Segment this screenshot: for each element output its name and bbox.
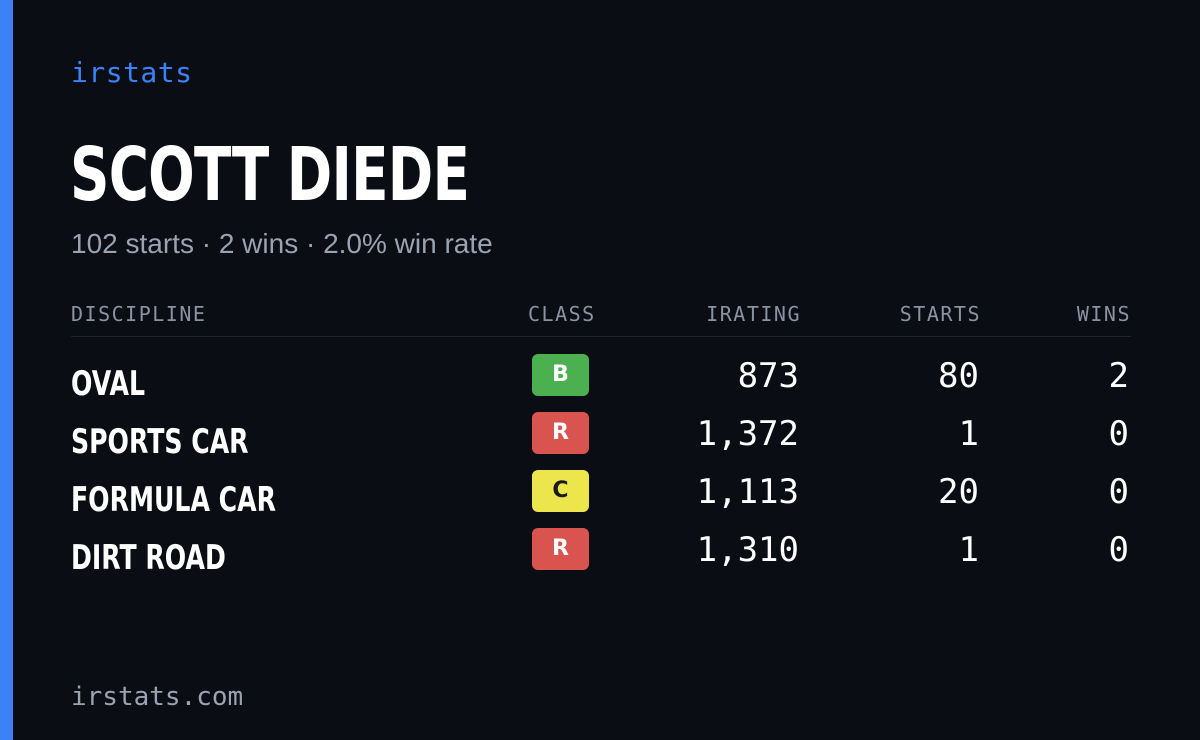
wins-value: 2 <box>1108 356 1129 396</box>
discipline-label: SPORTS CAR <box>71 422 249 462</box>
class-badge: B <box>532 354 589 396</box>
footer-url[interactable]: irstats.com <box>71 682 244 712</box>
starts-value: 1 <box>958 414 979 454</box>
irating-value: 1,310 <box>696 530 799 570</box>
irating-value: 1,372 <box>696 414 799 454</box>
wins-value: 0 <box>1108 530 1129 570</box>
header-irating: IRATING <box>706 302 801 326</box>
class-badge: R <box>532 528 589 570</box>
discipline-label: DIRT ROAD <box>71 538 226 578</box>
header-wins: WINS <box>1076 302 1131 326</box>
driver-summary: 102 starts · 2 wins · 2.0% win rate <box>71 228 493 259</box>
header-divider <box>71 336 1131 337</box>
wins-value: 0 <box>1108 414 1129 454</box>
header-discipline: DISCIPLINE <box>71 302 207 326</box>
table-row: FORMULA CAR C 1,113 20 0 <box>0 470 1200 528</box>
irating-value: 873 <box>737 356 799 396</box>
table-row: OVAL B 873 80 2 <box>0 354 1200 412</box>
brand-label: irstats <box>71 56 193 89</box>
starts-value: 1 <box>958 530 979 570</box>
table-row: DIRT ROAD R 1,310 1 0 <box>0 528 1200 586</box>
irating-value: 1,113 <box>696 472 799 512</box>
starts-value: 20 <box>938 472 979 512</box>
header-starts: STARTS <box>899 302 981 326</box>
discipline-label: OVAL <box>71 364 145 404</box>
class-badge: C <box>532 470 589 512</box>
accent-bar <box>0 0 13 740</box>
table-row: SPORTS CAR R 1,372 1 0 <box>0 412 1200 470</box>
class-badge: R <box>532 412 589 454</box>
discipline-label: FORMULA CAR <box>71 480 276 520</box>
starts-value: 80 <box>938 356 979 396</box>
header-class: CLASS <box>528 302 596 326</box>
wins-value: 0 <box>1108 472 1129 512</box>
driver-name: SCOTT DIEDE <box>70 132 470 218</box>
